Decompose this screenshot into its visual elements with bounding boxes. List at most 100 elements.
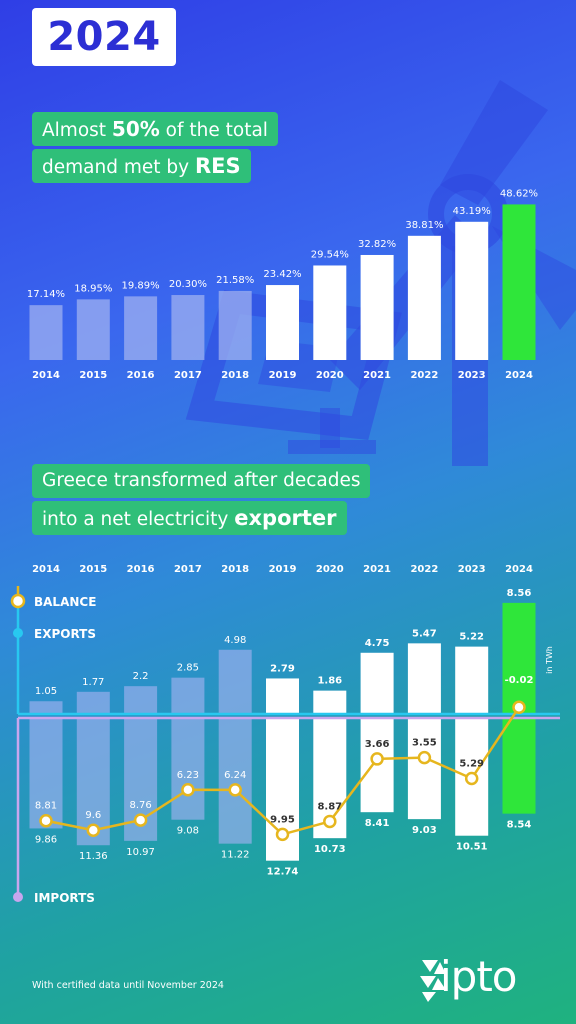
balance-point-2018: [228, 783, 242, 797]
balance-point-2022: [417, 750, 432, 765]
exports-value-label: 4.75: [365, 638, 390, 649]
imports-value-label: 12.74: [267, 867, 299, 878]
balance-point-2024: [512, 700, 526, 714]
balance-value-label: 8.76: [129, 800, 151, 811]
res-bar-2024: [502, 204, 536, 360]
exports-value-label: 2.85: [177, 663, 199, 674]
exports-value-label: 2.79: [270, 663, 295, 674]
exports-bar-2014: [29, 701, 63, 715]
balance-value-label: 9.95: [270, 814, 295, 825]
imports-value-label: 9.08: [177, 826, 199, 837]
balance-value-label: 6.24: [224, 770, 246, 781]
imports-value-label: 11.22: [221, 850, 250, 861]
balance-point-2020: [323, 814, 337, 829]
imports-bar-2014: [29, 718, 63, 829]
balance-value-label: 8.81: [35, 801, 57, 812]
balance-point-2023: [464, 771, 479, 786]
res-value-label: 19.89%: [122, 280, 160, 291]
balance-value-label: 6.23: [177, 770, 199, 781]
imports-value-label: 8.41: [365, 818, 390, 829]
imports-legend-label: IMPORTS: [34, 891, 95, 905]
exports-value-label: 8.56: [507, 588, 532, 599]
balance-point-2014: [39, 813, 53, 828]
imports-bar-2018: [218, 718, 252, 844]
res-value-label: 18.95%: [74, 283, 112, 294]
exports-value-label: 1.05: [35, 686, 57, 697]
exports-bar-2020: [313, 690, 347, 715]
trade-year-label: 2024: [505, 564, 533, 575]
res-value-label: 32.82%: [358, 239, 396, 250]
res-value-label: 29.54%: [311, 249, 349, 260]
res-year-label: 2020: [316, 370, 344, 381]
trade-year-label: 2020: [316, 564, 344, 575]
balance-point-2015: [86, 823, 101, 837]
res-year-label: 2022: [410, 370, 438, 381]
exports-value-label: 1.86: [317, 676, 342, 687]
balance-value-label: 3.55: [412, 738, 437, 749]
res-year-label: 2014: [32, 370, 60, 381]
res-value-label: 48.62%: [500, 188, 538, 199]
res-bar-2017: [171, 295, 205, 360]
balance-legend-label: BALANCE: [34, 595, 96, 609]
imports-value-label: 8.54: [507, 820, 532, 831]
exports-value-label: 1.77: [82, 677, 104, 688]
exports-legend-marker: [13, 628, 23, 638]
imports-value-label: 9.03: [412, 825, 437, 836]
imports-value-label: 11.36: [79, 851, 108, 862]
res-bar-2023: [455, 221, 489, 360]
exports-value-label: 5.22: [459, 632, 484, 643]
exports-bar-2024: [502, 602, 536, 715]
trade-year-label: 2021: [363, 564, 391, 575]
res-value-label: 17.14%: [27, 289, 65, 300]
res-year-label: 2015: [79, 370, 107, 381]
imports-value-label: 10.97: [126, 847, 155, 858]
balance-value-label: -0.02: [505, 675, 534, 686]
res-bar-2015: [76, 299, 110, 360]
res-year-label: 2021: [363, 370, 391, 381]
res-year-label: 2017: [174, 370, 202, 381]
year-badge: 2024: [32, 8, 176, 66]
exports-value-label: 4.98: [224, 635, 246, 646]
logo-text: ipto: [440, 952, 517, 1001]
trade-year-label: 2014: [32, 564, 60, 575]
res-value-label: 43.19%: [453, 206, 491, 217]
balance-point-2017: [181, 783, 195, 797]
balance-value-label: 5.29: [459, 758, 484, 769]
res-bar-2022: [407, 235, 441, 360]
res-value-label: 23.42%: [263, 269, 301, 280]
trade-year-label: 2022: [410, 564, 438, 575]
res-year-label: 2018: [221, 370, 249, 381]
res-value-label: 20.30%: [169, 279, 207, 290]
res-bar-2021: [360, 254, 394, 360]
res-year-label: 2024: [505, 370, 533, 381]
res-bar-2014: [29, 305, 63, 360]
exports-bar-2015: [76, 691, 110, 715]
res-bar-2018: [218, 290, 252, 360]
res-value-label: 38.81%: [405, 220, 443, 231]
trade-year-label: 2018: [221, 564, 249, 575]
ipto-logo-icon: [420, 960, 446, 1002]
res-bar-2019: [266, 285, 299, 360]
headline-1-line-1: Almost 50% of the total: [32, 112, 278, 146]
trade-year-label: 2023: [458, 564, 486, 575]
exports-bar-2022: [407, 643, 441, 715]
headline-2-line-2: into a net electricity exporter: [32, 501, 347, 535]
trade-year-label: 2016: [127, 564, 155, 575]
res-year-label: 2019: [269, 370, 297, 381]
footnote: With certified data until November 2024: [32, 980, 224, 991]
res-bar-2016: [124, 296, 158, 360]
balance-value-label: 9.6: [85, 810, 101, 821]
exports-legend-label: EXPORTS: [34, 627, 96, 641]
exports-bar-2017: [171, 677, 205, 715]
trade-year-label: 2017: [174, 564, 202, 575]
imports-bar-2022: [407, 718, 441, 820]
exports-bar-2018: [218, 649, 252, 715]
unit-label: in TWh: [545, 646, 554, 674]
res-value-label: 21.58%: [216, 275, 254, 286]
balance-value-label: 8.87: [317, 801, 342, 812]
res-year-label: 2016: [127, 370, 155, 381]
trade-year-label: 2019: [269, 564, 297, 575]
exports-bar-2023: [455, 646, 489, 715]
